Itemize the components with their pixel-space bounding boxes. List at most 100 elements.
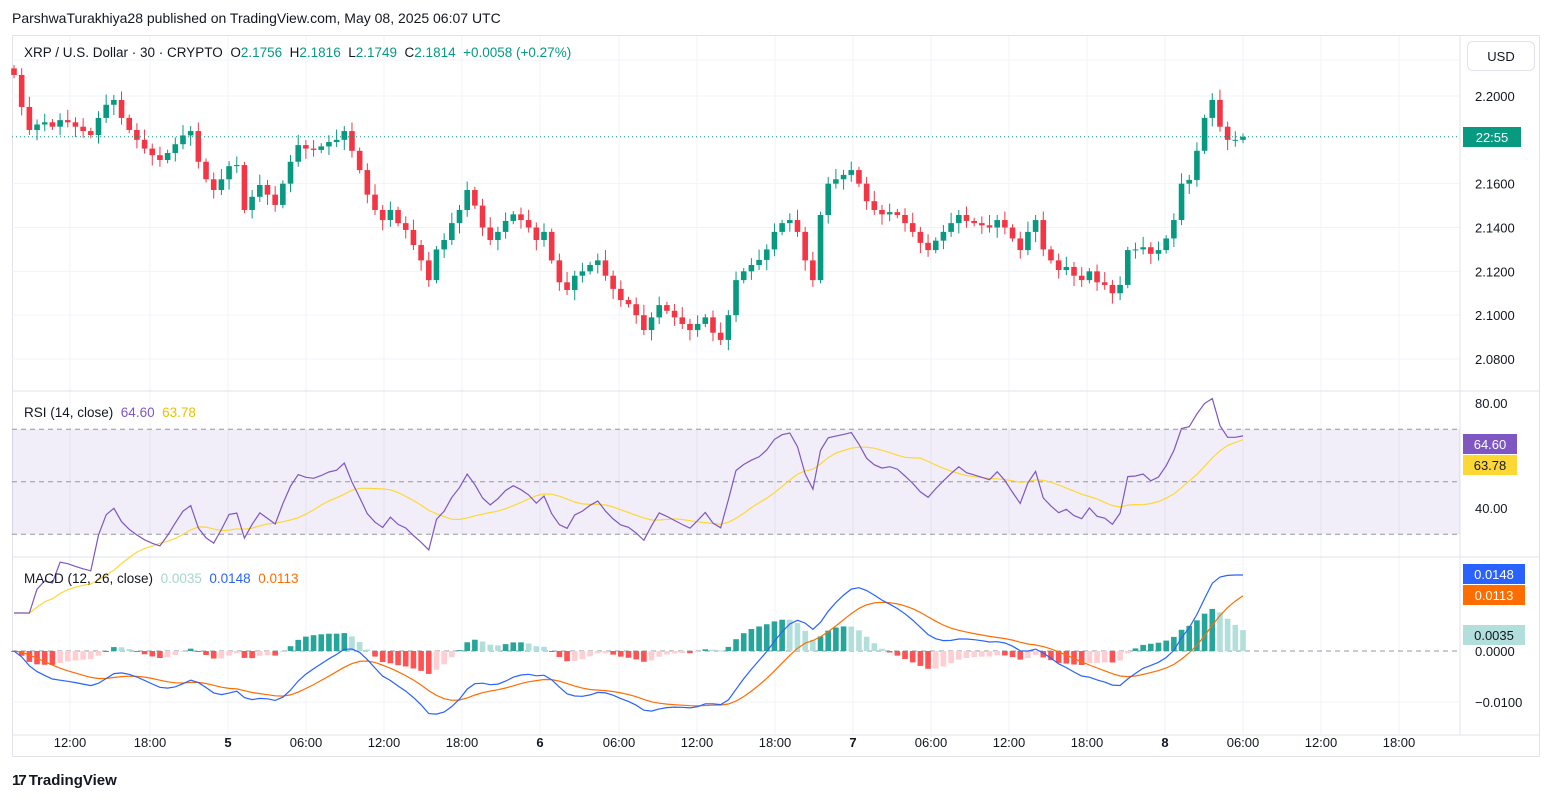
macd-histogram-bar: [971, 651, 977, 658]
candle-body: [817, 215, 824, 281]
macd-histogram-bar: [802, 630, 808, 651]
candle-body: [349, 131, 355, 151]
low-value: 2.1749: [355, 45, 398, 60]
macd-histogram-bar: [464, 642, 470, 651]
candle-body: [272, 194, 278, 205]
candle-body: [955, 215, 962, 224]
currency-button[interactable]: USD: [1467, 41, 1535, 71]
candle-body: [779, 223, 785, 232]
macd-histogram-bar: [1194, 620, 1200, 651]
macd-histogram-bar: [717, 650, 724, 652]
candle-body: [1017, 238, 1024, 251]
time-tick: 18:00: [1071, 735, 1104, 750]
macd-histogram-bar: [418, 651, 424, 671]
macd-histogram-bar: [333, 633, 340, 651]
time-tick: 18:00: [134, 735, 167, 750]
candle-body: [641, 315, 647, 331]
candle-body: [771, 231, 778, 250]
macd-histogram-bar: [226, 651, 232, 656]
macd-histogram-bar: [925, 651, 931, 669]
macd-histogram-bar: [26, 651, 33, 662]
candle-body: [341, 131, 348, 140]
candle-body: [886, 212, 893, 215]
macd-histogram-bar: [1209, 608, 1216, 651]
candle-body: [49, 122, 56, 127]
macd-histogram-bar: [449, 651, 455, 658]
macd-histogram-bar: [787, 619, 793, 651]
macd-histogram-bar: [948, 651, 954, 664]
candle-body: [1171, 220, 1177, 239]
candle-body: [533, 227, 540, 240]
candle-body: [203, 161, 209, 180]
macd-histogram-bar: [1140, 644, 1146, 651]
macd-histogram-bar: [203, 651, 209, 656]
rsi-tick: 80.00: [1475, 396, 1508, 411]
macd-histogram-bar: [372, 651, 378, 657]
rsi-label[interactable]: RSI (14, close): [24, 405, 114, 420]
time-tick: 6: [536, 735, 543, 750]
macd-histogram-bar: [303, 636, 309, 651]
macd-histogram-bar: [1217, 612, 1223, 651]
macd-histogram-bar: [195, 651, 202, 652]
candle-body: [433, 249, 440, 281]
macd-histogram-bar: [1086, 651, 1093, 664]
candle-body: [894, 212, 901, 216]
rsi-value: 64.60: [120, 405, 155, 420]
macd-histogram-bar: [1240, 630, 1246, 651]
tradingview-logo[interactable]: 17 TradingView: [12, 772, 117, 789]
macd-histogram-bar: [410, 651, 417, 669]
macd-histogram-bar: [733, 639, 739, 651]
candle-body: [80, 126, 86, 132]
macd-histogram-bar: [433, 651, 440, 670]
rsi-ma-value: 63.78: [162, 405, 196, 420]
rsi-legend: RSI (14, close) 64.60 63.78: [24, 405, 196, 420]
candle-body: [687, 323, 693, 331]
macd-histogram-bar: [1178, 629, 1185, 651]
time-tick: 18:00: [759, 735, 792, 750]
candle-body: [41, 122, 48, 125]
publish-info: ParshwaTurakhiya28 published on TradingV…: [12, 10, 501, 26]
macd-histogram-bar: [856, 630, 862, 651]
candle-body: [441, 239, 447, 250]
symbol-name[interactable]: XRP / U.S. Dollar · 30 · CRYPTO: [24, 45, 223, 60]
rsi-line: [14, 397, 1244, 614]
brand-name: TradingView: [28, 772, 117, 789]
macd-histogram-bar: [1186, 625, 1193, 651]
macd-histogram-bar: [1201, 613, 1208, 651]
candle-body: [226, 166, 232, 180]
time-tick: 06:00: [1227, 735, 1260, 750]
macd-histogram-bar: [1171, 636, 1177, 651]
price-tick: 2.0800: [1475, 352, 1515, 367]
time-tick: 06:00: [603, 735, 636, 750]
candle-body: [295, 145, 302, 162]
macd-histogram-bar: [118, 647, 125, 651]
candle-body: [64, 120, 71, 123]
macd-histogram-bar: [18, 651, 25, 656]
price-tick: 2.1400: [1475, 221, 1515, 236]
candle-body: [717, 332, 724, 340]
macd-label[interactable]: MACD (12, 26, close): [24, 571, 154, 586]
macd-histogram-bar: [1124, 651, 1131, 654]
candle-body: [1232, 139, 1239, 141]
macd-histogram-bar: [318, 634, 325, 651]
candle-body: [1032, 220, 1039, 232]
macd-histogram-bar: [932, 651, 939, 669]
candle-body: [1002, 220, 1008, 228]
macd-histogram-bar: [95, 651, 102, 656]
candle-body: [126, 117, 133, 130]
candle-body: [1163, 238, 1169, 251]
macd-histogram-bar: [1055, 651, 1062, 663]
macd-histogram-bar: [111, 647, 117, 651]
candle-body: [748, 264, 755, 272]
candle-body: [587, 264, 593, 272]
macd-histogram-bar: [157, 651, 163, 659]
macd-histogram-bar: [1048, 651, 1054, 661]
macd-histogram-bar: [894, 651, 901, 656]
candle-body: [241, 165, 248, 210]
macd-histogram-bar: [187, 648, 194, 651]
candle-body: [164, 152, 171, 160]
macd-histogram-bar: [49, 651, 56, 665]
candle-body: [810, 260, 816, 281]
candle-body: [280, 183, 286, 205]
